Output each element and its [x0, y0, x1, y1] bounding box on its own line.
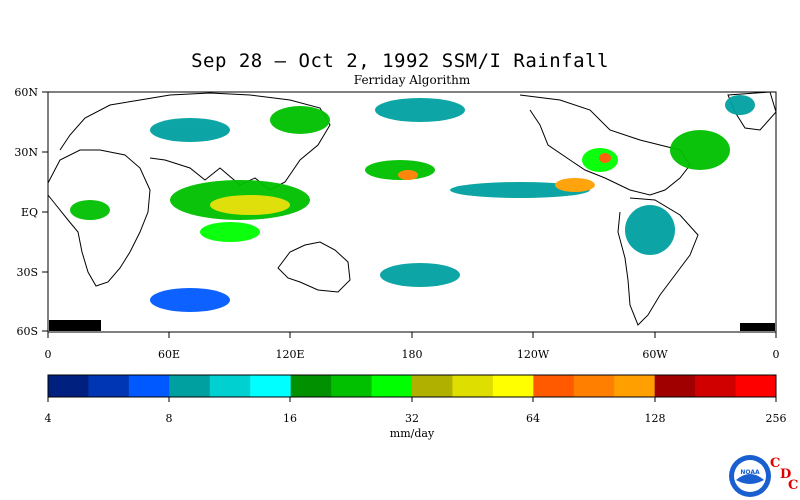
australia-coast — [277, 241, 351, 293]
colorbar-swatch — [250, 375, 292, 397]
colorbar-tick-label: 128 — [645, 412, 666, 425]
rain-patch — [270, 106, 330, 134]
lon-axis: 0 60E 120E 180 120W 60W 0 — [45, 332, 780, 361]
colorbar-ticks: 4 8 16 32 64 128 256 mm/day — [45, 397, 787, 440]
colorbar-swatch — [695, 375, 737, 397]
rain-patch — [398, 170, 418, 180]
noaa-logo-icon: NOAA — [729, 455, 771, 497]
colorbar-swatch — [452, 375, 494, 397]
lat-label: 30S — [16, 266, 38, 279]
lat-label: EQ — [21, 206, 38, 219]
antarctica-fill-left — [49, 320, 101, 331]
rain-patch — [150, 288, 230, 312]
lon-label: 180 — [402, 348, 423, 361]
rain-patch — [599, 153, 611, 163]
south-america-coast — [617, 197, 699, 326]
north-america-coast — [519, 94, 691, 196]
colorbar-tick-label: 64 — [526, 412, 540, 425]
lon-label: 120E — [275, 348, 304, 361]
europe-asia-coast — [59, 92, 331, 191]
colorbar-tick-label: 4 — [45, 412, 52, 425]
noaa-logo-text: NOAA — [740, 469, 760, 476]
colorbar-swatch — [735, 375, 777, 397]
map-title: Sep 28 – Oct 2, 1992 SSM/I Rainfall — [191, 50, 609, 72]
cdc-logo-c2: C — [788, 478, 799, 493]
colorbar-swatch — [88, 375, 130, 397]
rain-patch — [450, 182, 590, 198]
colorbar-tick-label: 32 — [405, 412, 419, 425]
lat-axis: 60N 30N EQ 30S 60S — [14, 86, 48, 338]
colorbar-units: mm/day — [390, 427, 435, 440]
rain-patch — [200, 222, 260, 242]
lon-label: 0 — [45, 348, 52, 361]
colorbar-swatch — [169, 375, 211, 397]
lat-label: 60S — [16, 325, 38, 338]
rain-patch — [380, 263, 460, 287]
colorbar-swatch — [290, 375, 332, 397]
lon-label: 60E — [158, 348, 180, 361]
rain-patch — [210, 195, 290, 215]
colorbar-swatch — [128, 375, 170, 397]
colorbar-swatch — [412, 375, 453, 397]
lon-label: 120W — [517, 348, 550, 361]
rainfall-patches — [70, 95, 755, 312]
map-subtitle: Ferriday Algorithm — [353, 73, 471, 87]
colorbar-swatch — [492, 375, 534, 397]
lat-label: 60N — [14, 86, 38, 99]
cdc-logo-c1: C — [770, 456, 781, 471]
colorbar — [48, 375, 777, 397]
lon-label: 0 — [773, 348, 780, 361]
cdc-logo-d: D — [780, 467, 792, 482]
colorbar-tick-label: 16 — [283, 412, 297, 425]
antarctica-fill-right — [740, 323, 775, 331]
rain-patch — [555, 178, 595, 192]
rain-patch — [375, 98, 465, 122]
colorbar-tick-label: 256 — [766, 412, 787, 425]
colorbar-swatch — [371, 375, 413, 397]
rain-patch — [670, 130, 730, 170]
colorbar-swatch — [573, 375, 615, 397]
colorbar-swatch — [331, 375, 373, 397]
rain-patch — [70, 200, 110, 220]
africa-coast — [47, 149, 151, 287]
lat-label: 30N — [14, 146, 38, 159]
colorbar-swatch — [533, 375, 575, 397]
map-panel — [47, 91, 777, 333]
colorbar-tick-label: 8 — [166, 412, 173, 425]
rain-patch — [725, 95, 755, 115]
colorbar-swatch — [209, 375, 251, 397]
colorbar-swatch — [48, 375, 89, 397]
lon-label: 60W — [642, 348, 668, 361]
colorbar-swatch — [614, 375, 656, 397]
rain-patch — [625, 205, 675, 255]
rain-patch — [150, 118, 230, 142]
colorbar-swatch — [654, 375, 696, 397]
